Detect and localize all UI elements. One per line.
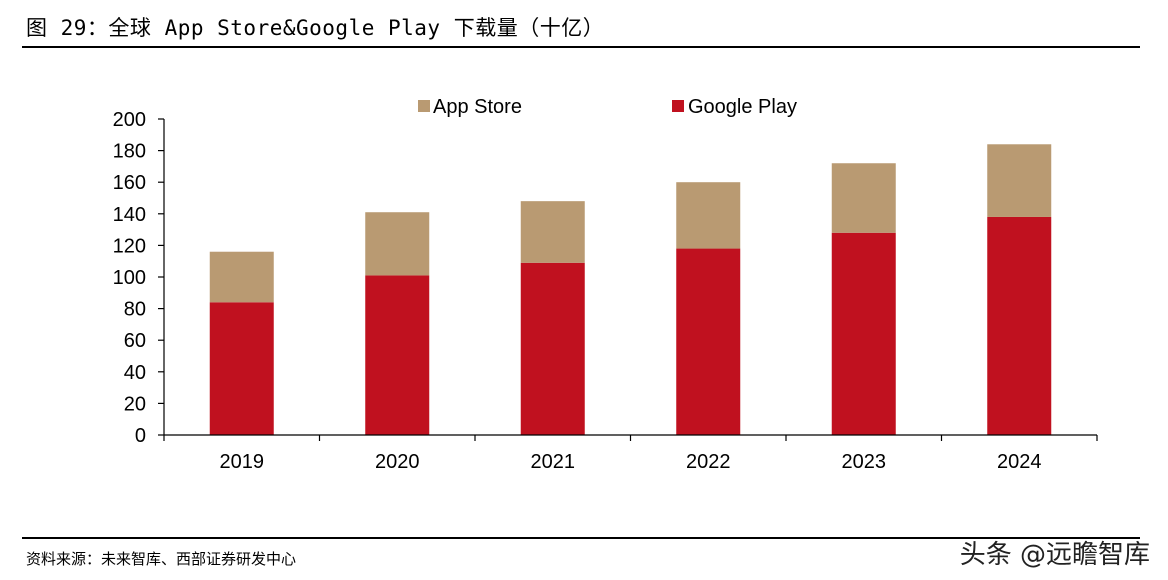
x-tick-label-2019: 2019 bbox=[220, 451, 265, 473]
bar-google-play-2024 bbox=[987, 216, 1052, 435]
bar-app-store-2024 bbox=[987, 144, 1052, 217]
bar-google-play-2023 bbox=[831, 232, 896, 435]
title-rule bbox=[22, 46, 1140, 48]
y-tick-label-100: 100 bbox=[113, 267, 146, 289]
x-tick-label-2020: 2020 bbox=[375, 451, 420, 473]
y-tick-label-200: 200 bbox=[113, 109, 146, 131]
figure-title: 图 29：全球 App Store&Google Play 下载量（十亿） bbox=[26, 16, 605, 40]
bar-google-play-2022 bbox=[676, 248, 741, 435]
bar-app-store-2023 bbox=[831, 163, 896, 233]
y-tick-label-40: 40 bbox=[124, 362, 146, 384]
legend-label-google-play: Google Play bbox=[688, 96, 797, 118]
y-tick-label-60: 60 bbox=[124, 330, 146, 352]
axes-group: 2019 2020 2021 2022 2023 2024 0 20 40 60 80 100 120 1… bbox=[113, 109, 1098, 473]
bar-app-store-2020 bbox=[365, 212, 430, 276]
legend: App Store Google Play bbox=[418, 96, 797, 118]
y-tick-label-20: 20 bbox=[124, 393, 146, 415]
legend-swatch-google-play bbox=[672, 100, 684, 112]
bar-app-store-2021 bbox=[520, 201, 585, 263]
bar-app-store-2022 bbox=[676, 182, 741, 249]
y-tick-label-120: 120 bbox=[113, 235, 146, 257]
x-tick-label-2024: 2024 bbox=[997, 451, 1042, 473]
source-note: 资料来源：未来智库、西部证券研发中心 bbox=[26, 550, 297, 568]
legend-label-app-store: App Store bbox=[433, 96, 522, 118]
x-tick-label-2022: 2022 bbox=[686, 451, 731, 473]
x-tick-label-2021: 2021 bbox=[531, 451, 576, 473]
source-rule bbox=[22, 537, 1140, 539]
watermark: 头条 @远瞻智库 bbox=[959, 540, 1150, 570]
bar-google-play-2019 bbox=[209, 302, 274, 435]
bar-app-store-2019 bbox=[209, 251, 274, 303]
bar-google-play-2021 bbox=[520, 262, 585, 435]
x-tick-label-2023: 2023 bbox=[842, 451, 887, 473]
y-tick-label-140: 140 bbox=[113, 204, 146, 226]
legend-swatch-app-store bbox=[418, 100, 430, 112]
y-tick-label-80: 80 bbox=[124, 299, 146, 321]
y-tick-label-180: 180 bbox=[113, 141, 146, 163]
bar-google-play-2020 bbox=[365, 275, 430, 435]
y-tick-label-0: 0 bbox=[135, 425, 146, 447]
bars-group bbox=[209, 144, 1052, 435]
y-tick-label-160: 160 bbox=[113, 172, 146, 194]
